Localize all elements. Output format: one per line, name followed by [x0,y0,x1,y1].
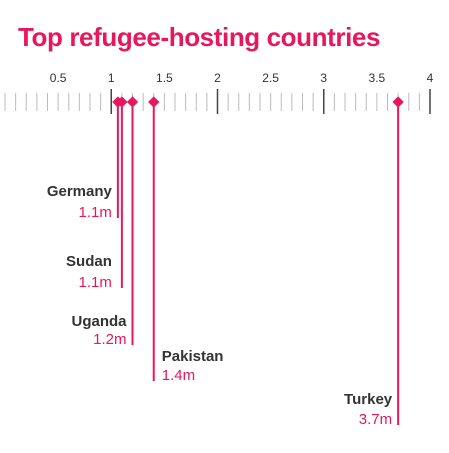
value-label: 1.4m [162,367,195,384]
point-pakistan [148,96,160,108]
point-turkey [392,96,404,108]
value-label: 1.2m [93,331,126,348]
point-uganda [126,96,139,108]
tick-label: 1 [108,71,115,85]
country-label: Germany [47,183,113,200]
country-label: Sudan [66,253,112,270]
tick-label: 3.5 [369,71,386,85]
country-label: Uganda [71,313,127,330]
country-label: Turkey [344,391,393,408]
tick-label: 2 [214,71,221,85]
tick-label: 3 [320,71,327,85]
tick-label: 4 [427,71,434,85]
chart-title: Top refugee-hosting countries [18,22,381,52]
tick-label: 1.5 [156,71,173,85]
value-label: 1.1m [79,274,112,291]
tick-label: 0.5 [50,71,67,85]
tick-label: 2.5 [262,71,279,85]
country-label: Pakistan [162,348,224,365]
value-label: 1.1m [79,204,112,221]
value-label: 3.7m [359,411,392,428]
